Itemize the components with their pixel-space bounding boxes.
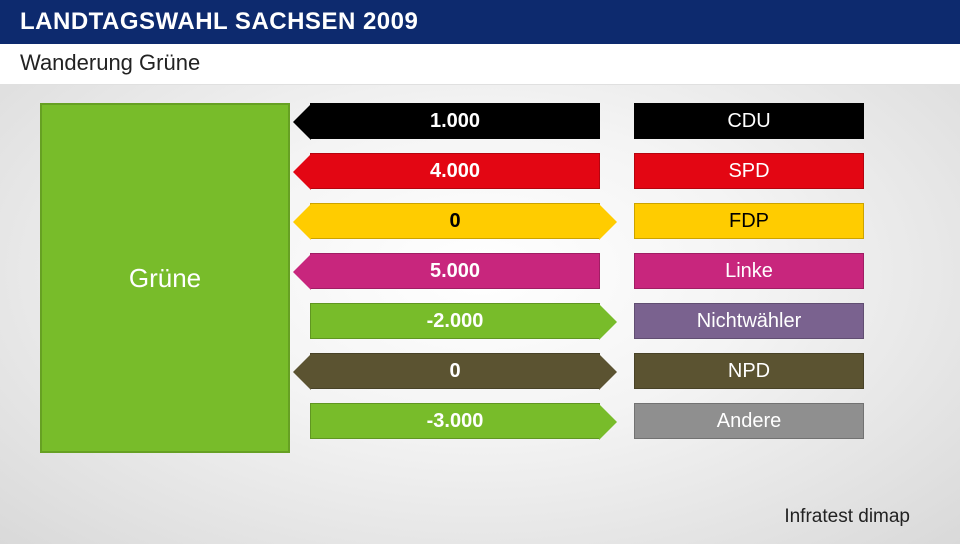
page-title-bar: LANDTAGSWAHL SACHSEN 2009 [0,0,960,44]
arrow-right-icon [599,204,617,240]
flow-row: -2.000 Nichtwähler [310,303,920,339]
flow-value: 0 [449,210,460,233]
chart-content: Grüne 1.000 CDU 4.000 SPD 0 FDP 5.000 Linke -2.0… [0,85,960,453]
flow-arrow: -2.000 [310,303,600,339]
party-label-box: FDP [634,203,864,239]
arrow-right-icon [599,304,617,340]
party-label: Linke [725,260,773,283]
flow-rows: 1.000 CDU 4.000 SPD 0 FDP 5.000 Linke -2.000 Nich… [310,101,920,453]
arrow-left-icon [293,104,311,140]
flow-row: 0 NPD [310,353,920,389]
source-attribution: Infratest dimap [784,506,910,528]
party-label: SPD [728,160,769,183]
flow-arrow: 0 [310,203,600,239]
flow-row: 5.000 Linke [310,253,920,289]
flow-value: 1.000 [430,110,480,133]
flow-row: 1.000 CDU [310,103,920,139]
flow-arrow: 1.000 [310,103,600,139]
focus-party-box: Grüne [40,103,290,453]
party-label: CDU [727,110,770,133]
arrow-left-icon [293,254,311,290]
flow-value: 0 [449,360,460,383]
flow-arrow: -3.000 [310,403,600,439]
flow-row: -3.000 Andere [310,403,920,439]
flow-arrow: 0 [310,353,600,389]
page-subtitle-bar: Wanderung Grüne [0,44,960,85]
party-label-box: NPD [634,353,864,389]
arrow-right-icon [599,404,617,440]
flow-value: 4.000 [430,160,480,183]
flow-arrow: 4.000 [310,153,600,189]
party-label: Nichtwähler [697,310,801,333]
flow-value: 5.000 [430,260,480,283]
arrow-right-icon [599,354,617,390]
party-label: Andere [717,410,782,433]
flow-arrow: 5.000 [310,253,600,289]
arrow-left-icon [293,154,311,190]
flow-value: -3.000 [427,410,484,433]
flow-row: 4.000 SPD [310,153,920,189]
party-label-box: SPD [634,153,864,189]
party-label-box: Linke [634,253,864,289]
flow-value: -2.000 [427,310,484,333]
party-label: FDP [729,210,769,233]
flow-row: 0 FDP [310,203,920,239]
party-label-box: CDU [634,103,864,139]
party-label-box: Andere [634,403,864,439]
party-label: NPD [728,360,770,383]
arrow-left-icon [293,354,311,390]
arrow-left-icon [293,204,311,240]
focus-party-label: Grüne [129,263,201,294]
party-label-box: Nichtwähler [634,303,864,339]
